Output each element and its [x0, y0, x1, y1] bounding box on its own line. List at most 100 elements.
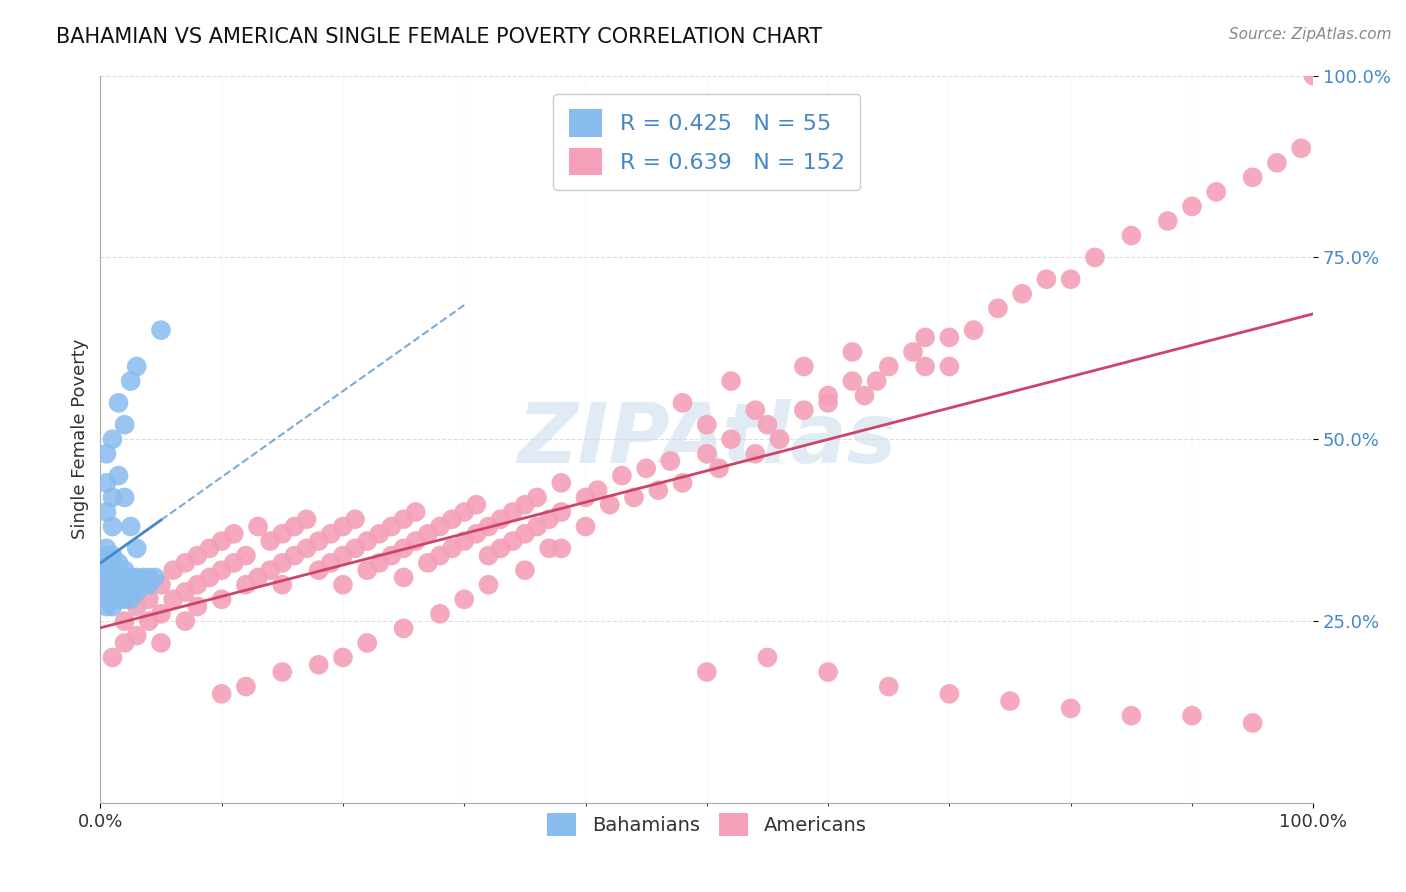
Point [150, 636, 173, 650]
Point [107, 592, 129, 607]
Point [696, 417, 718, 432]
Point [107, 468, 129, 483]
Point [526, 491, 548, 505]
Point [308, 657, 330, 672]
Point [114, 614, 136, 628]
Point [356, 534, 378, 549]
Point [114, 417, 136, 432]
Point [513, 563, 536, 577]
Point [865, 374, 887, 388]
Point [114, 585, 136, 599]
Point [963, 323, 986, 337]
Point [114, 578, 136, 592]
Point [125, 541, 148, 556]
Point [938, 687, 960, 701]
Point [453, 505, 475, 519]
Point [1241, 170, 1264, 185]
Point [96, 563, 118, 577]
Point [125, 599, 148, 614]
Point [707, 461, 730, 475]
Point [138, 578, 160, 592]
Point [465, 526, 488, 541]
Point [96, 549, 118, 563]
Point [132, 578, 155, 592]
Point [150, 607, 173, 621]
Point [114, 636, 136, 650]
Point [1289, 141, 1312, 155]
Point [756, 650, 779, 665]
Point [1157, 214, 1180, 228]
Point [405, 534, 427, 549]
Point [101, 585, 124, 599]
Point [756, 417, 779, 432]
Point [283, 519, 305, 533]
Point [502, 534, 524, 549]
Point [877, 359, 900, 374]
Point [405, 505, 427, 519]
Point [114, 491, 136, 505]
Point [132, 570, 155, 584]
Point [392, 512, 415, 526]
Point [574, 491, 596, 505]
Point [1084, 251, 1107, 265]
Point [101, 599, 124, 614]
Point [96, 541, 118, 556]
Point [107, 556, 129, 570]
Point [222, 526, 245, 541]
Point [623, 491, 645, 505]
Point [174, 614, 197, 628]
Point [671, 475, 693, 490]
Text: ZIPAtlas: ZIPAtlas [517, 399, 897, 480]
Point [453, 534, 475, 549]
Point [356, 636, 378, 650]
Point [914, 359, 936, 374]
Point [138, 614, 160, 628]
Point [586, 483, 609, 498]
Point [107, 578, 129, 592]
Point [1060, 272, 1083, 286]
Point [96, 505, 118, 519]
Point [538, 512, 561, 526]
Point [853, 388, 876, 402]
Point [538, 541, 561, 556]
Point [489, 541, 512, 556]
Point [1181, 199, 1204, 213]
Point [416, 526, 439, 541]
Point [368, 556, 391, 570]
Point [550, 505, 572, 519]
Point [489, 512, 512, 526]
Point [120, 592, 142, 607]
Point [101, 570, 124, 584]
Point [295, 541, 318, 556]
Point [101, 563, 124, 577]
Point [186, 599, 208, 614]
Point [211, 687, 233, 701]
Point [526, 519, 548, 533]
Point [841, 374, 863, 388]
Point [465, 498, 488, 512]
Point [211, 592, 233, 607]
Y-axis label: Single Female Poverty: Single Female Poverty [72, 339, 89, 540]
Point [308, 563, 330, 577]
Point [914, 330, 936, 344]
Point [138, 570, 160, 584]
Point [344, 541, 367, 556]
Point [817, 396, 839, 410]
Point [441, 512, 464, 526]
Point [114, 570, 136, 584]
Point [138, 592, 160, 607]
Point [96, 570, 118, 584]
Point [696, 665, 718, 679]
Point [1181, 708, 1204, 723]
Point [477, 578, 499, 592]
Point [259, 534, 281, 549]
Point [599, 498, 621, 512]
Point [271, 526, 294, 541]
Point [101, 556, 124, 570]
Point [120, 570, 142, 584]
Point [319, 556, 342, 570]
Point [768, 432, 790, 446]
Point [550, 541, 572, 556]
Point [96, 599, 118, 614]
Point [125, 578, 148, 592]
